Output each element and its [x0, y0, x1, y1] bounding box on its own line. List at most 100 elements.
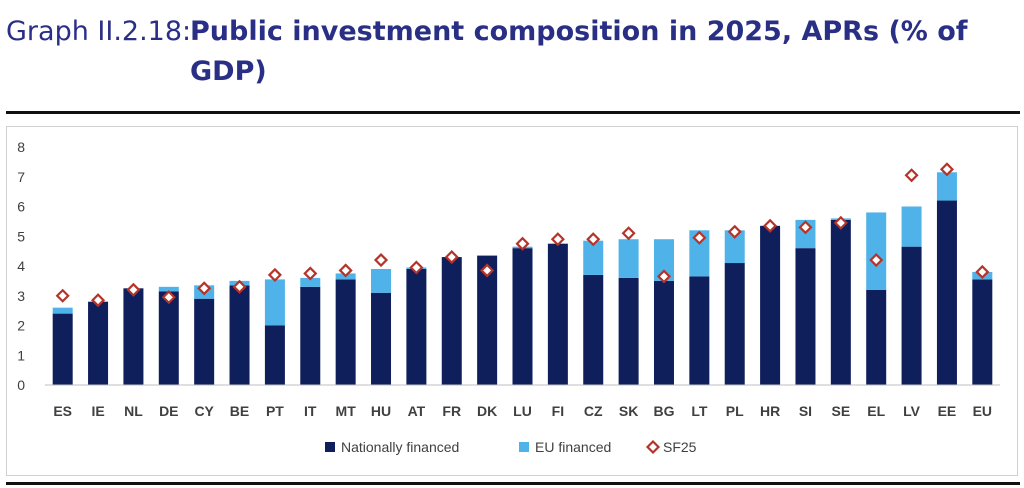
sf25-marker-pl — [727, 224, 742, 239]
bar-national-cy — [194, 298, 215, 385]
sf25-marker-sk — [621, 226, 636, 241]
x-tick-label: DK — [477, 403, 497, 419]
bar-national-el — [866, 289, 887, 385]
y-tick-label: 3 — [17, 288, 25, 304]
x-tick-label: NL — [124, 403, 143, 419]
bar-national-ee — [936, 200, 957, 385]
bar-national-hr — [760, 225, 781, 385]
sf25-marker-dk — [480, 263, 495, 278]
sf25-marker-at — [409, 260, 424, 275]
x-tick-label: HR — [760, 403, 780, 419]
bar-national-cz — [583, 274, 604, 385]
bar-eu-sk — [618, 239, 639, 278]
y-tick-label: 1 — [17, 347, 25, 363]
bar-national-lv — [901, 246, 922, 385]
bar-national-ie — [88, 301, 109, 385]
bar-national-lu — [512, 248, 533, 385]
chart: 0 1 2 3 4 5 6 7 8 ES IE NL DE CY BE PT IT MT HU AT FR DK LU FI… — [17, 139, 1000, 455]
bar-eu-hu — [371, 268, 392, 293]
sf25-markers — [55, 162, 990, 308]
sf25-marker-hu — [373, 252, 389, 268]
bar-national-si — [795, 248, 816, 385]
sf25-marker-pt — [267, 267, 282, 282]
title-row: Graph II.2.18: Public investment composi… — [6, 16, 1021, 102]
bar-eu-bg — [653, 239, 674, 281]
sf25-marker-lt — [692, 230, 707, 245]
sf25-marker-se — [833, 215, 848, 230]
bar-eu-lv — [901, 206, 922, 247]
bar-eu-ee — [936, 172, 957, 201]
y-tick-label: 8 — [17, 139, 25, 155]
sf25-marker-hr — [763, 218, 778, 233]
graph-number: Graph II.2.18: — [6, 16, 192, 47]
legend-swatch-sf25 — [645, 439, 661, 455]
y-tick-label: 2 — [17, 318, 25, 334]
x-tick-label: PL — [726, 403, 744, 419]
x-tick-label: SI — [799, 403, 812, 419]
bar-national-be — [229, 285, 250, 385]
bar-eu-pl — [724, 230, 745, 264]
x-tick-label: EU — [973, 403, 992, 419]
bar-eu-el — [866, 212, 887, 290]
bars — [52, 172, 993, 385]
bar-eu-pt — [264, 279, 285, 326]
x-tick-label: FI — [552, 403, 564, 419]
x-tick-label: IT — [304, 403, 317, 419]
bar-national-fr — [441, 257, 462, 385]
x-tick-label: HU — [371, 403, 391, 419]
legend: Nationally financed EU financed SF25 — [325, 439, 697, 455]
sf25-marker-es — [55, 288, 70, 303]
sf25-marker-ie — [90, 293, 106, 308]
bar-national-mt — [335, 279, 356, 385]
bar-national-de — [158, 291, 179, 385]
sf25-marker-mt — [338, 263, 353, 278]
y-axis-ticks: 0 1 2 3 4 5 6 7 8 — [17, 139, 25, 393]
legend-label-national: Nationally financed — [341, 439, 459, 455]
sf25-marker-bg — [656, 269, 672, 284]
y-tick-label: 7 — [17, 169, 25, 185]
bar-eu-lt — [689, 230, 710, 277]
x-tick-label: EE — [938, 403, 957, 419]
sf25-marker-lu — [515, 236, 530, 251]
x-tick-label: LV — [903, 403, 921, 419]
bar-national-pl — [724, 263, 745, 385]
sf25-marker-be — [232, 279, 247, 294]
x-tick-label: PT — [266, 403, 284, 419]
x-tick-label: CZ — [584, 403, 603, 419]
x-tick-label: BE — [230, 403, 249, 419]
sf25-marker-cy — [197, 281, 212, 296]
y-tick-label: 4 — [17, 258, 25, 274]
x-tick-label: FR — [442, 403, 461, 419]
sf25-marker-fi — [550, 232, 565, 247]
sf25-marker-el — [869, 252, 884, 268]
bar-national-eu — [972, 279, 993, 385]
bar-national-at — [406, 268, 427, 385]
sf25-marker-de — [161, 290, 176, 305]
legend-label-sf25: SF25 — [663, 439, 697, 455]
chart-frame: 0 1 2 3 4 5 6 7 8 ES IE NL DE CY BE PT IT MT HU AT FR DK LU FI… — [6, 126, 1018, 476]
bar-eu-es — [52, 307, 73, 314]
bar-national-se — [830, 219, 851, 385]
x-tick-label: IE — [91, 403, 104, 419]
x-axis-labels: ES IE NL DE CY BE PT IT MT HU AT FR DK LU FI CZ SK BG LT PL… — [53, 403, 992, 419]
x-tick-label: ES — [53, 403, 72, 419]
x-tick-label: AT — [408, 403, 426, 419]
bar-eu-it — [300, 277, 321, 287]
bar-eu-cz — [583, 240, 604, 275]
sf25-marker-fr — [444, 250, 459, 265]
bar-national-bg — [653, 280, 674, 385]
bar-eu-de — [158, 286, 179, 292]
bottom-rule — [6, 482, 1020, 485]
x-tick-label: CY — [194, 403, 214, 419]
y-tick-label: 0 — [17, 377, 25, 393]
bar-national-sk — [618, 277, 639, 385]
legend-swatch-national — [325, 442, 335, 452]
bar-national-dk — [477, 255, 498, 385]
sf25-marker-nl — [126, 282, 141, 297]
y-tick-label: 5 — [17, 228, 25, 244]
bar-national-hu — [371, 292, 392, 385]
bar-national-pt — [264, 325, 285, 385]
legend-label-eu: EU financed — [535, 439, 611, 455]
sf25-marker-lv — [904, 168, 919, 183]
sf25-marker-ee — [939, 162, 955, 177]
